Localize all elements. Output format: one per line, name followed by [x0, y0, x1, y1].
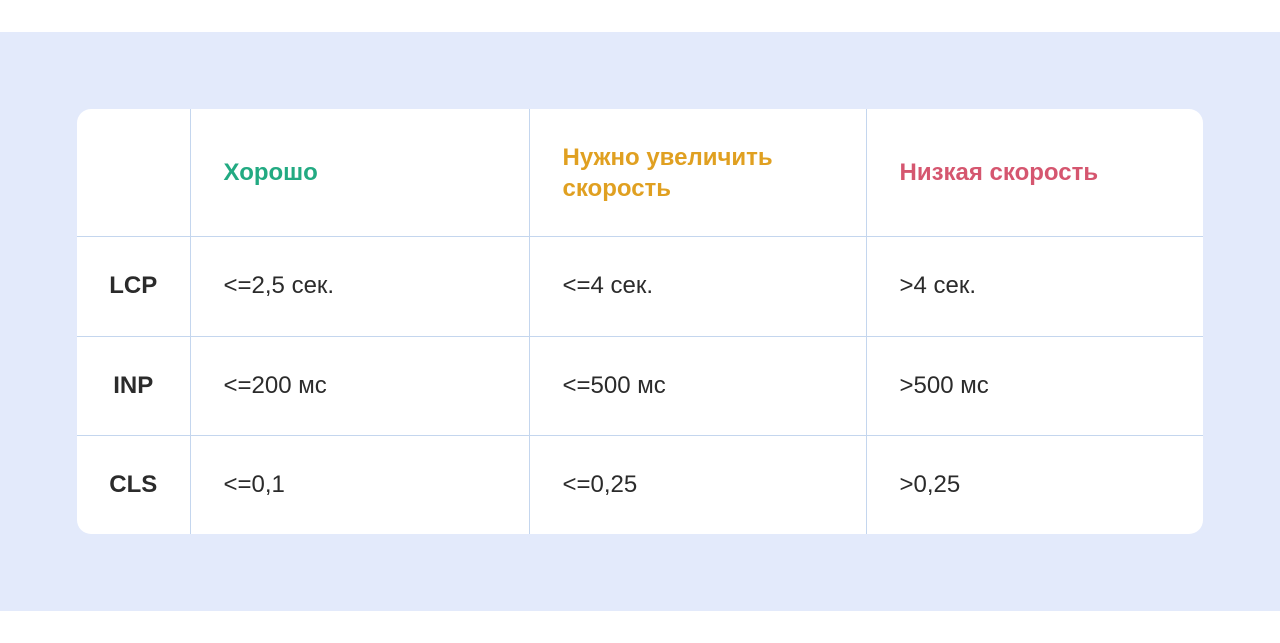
cell-poor: >4 сек.	[865, 236, 1203, 337]
header-row: Хорошо Нужно увеличить скорость Низкая с…	[77, 109, 1203, 237]
cell-poor: >0,25	[865, 435, 1203, 534]
table-row: CLS <=0,1 <=0,25 >0,25	[77, 435, 1203, 534]
table-row: INP <=200 мс <=500 мс >500 мс	[77, 335, 1203, 437]
web-vitals-table: Хорошо Нужно увеличить скорость Низкая с…	[77, 109, 1203, 534]
metric-label: LCP	[77, 236, 191, 337]
metric-label: INP	[77, 335, 191, 437]
table-row: LCP <=2,5 сек. <=4 сек. >4 сек.	[77, 236, 1203, 337]
metric-label: CLS	[77, 435, 191, 534]
cell-good: <=200 мс	[189, 335, 530, 437]
cell-needs-improvement: <=500 мс	[528, 335, 867, 437]
header-poor: Низкая скорость	[865, 109, 1203, 237]
web-vitals-table-card: Хорошо Нужно увеличить скорость Низкая с…	[77, 109, 1203, 534]
header-empty	[77, 109, 191, 237]
header-good: Хорошо	[189, 109, 530, 237]
cell-poor: >500 мс	[865, 335, 1203, 437]
cell-good: <=0,1	[189, 435, 530, 534]
cell-needs-improvement: <=4 сек.	[528, 236, 867, 337]
cell-good: <=2,5 сек.	[189, 236, 530, 337]
header-needs-improvement: Нужно увеличить скорость	[528, 109, 867, 237]
cell-needs-improvement: <=0,25	[528, 435, 867, 534]
